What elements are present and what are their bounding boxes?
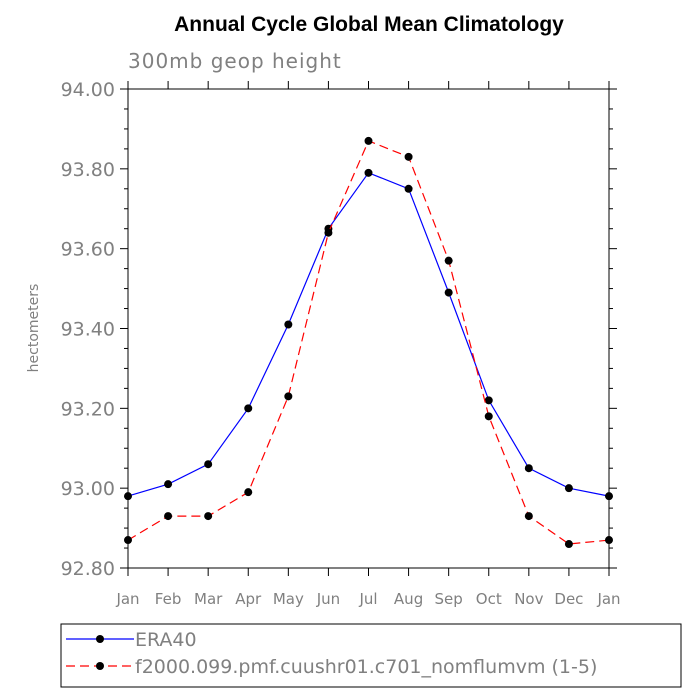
series-2-point xyxy=(364,136,373,145)
x-tick-label: Feb xyxy=(155,590,182,608)
x-tick-label: Mar xyxy=(194,590,223,608)
series-1-point xyxy=(164,480,173,489)
x-tick-label: Jan xyxy=(596,590,620,608)
x-tick-label: Apr xyxy=(235,590,262,608)
y-tick-label: 92.80 xyxy=(61,558,115,580)
series-line-1 xyxy=(127,172,610,497)
legend-marker-1 xyxy=(96,635,104,643)
legend: ERA40 f2000.099.pmf.cuushr01.c701_nomflum… xyxy=(60,623,682,688)
series-1-point xyxy=(364,168,373,177)
plot-frame xyxy=(127,88,610,569)
series-1-point xyxy=(524,464,533,473)
x-tick-label: Aug xyxy=(394,590,423,608)
x-tick-label: Jul xyxy=(358,590,377,608)
legend-label-1: ERA40 xyxy=(135,629,197,651)
series-2-point xyxy=(404,152,413,161)
y-tick-label: 93.40 xyxy=(61,319,115,341)
series-1-point xyxy=(284,320,293,329)
series-2-point xyxy=(244,488,253,497)
series-2-point xyxy=(204,512,213,521)
legend-box xyxy=(60,623,682,688)
x-tick-label: Sep xyxy=(435,590,463,608)
series-2-point xyxy=(564,540,573,549)
y-tick-label: 93.60 xyxy=(61,239,115,261)
series-2-point xyxy=(284,392,293,401)
series-2-point xyxy=(164,512,173,521)
x-tick-label: May xyxy=(273,590,304,608)
series-layer xyxy=(124,136,613,549)
series-2-point xyxy=(444,256,453,265)
legend-marker-2 xyxy=(96,662,104,670)
series-1-point xyxy=(484,396,493,405)
x-tick-label: Dec xyxy=(554,590,583,608)
x-tick-label: Oct xyxy=(476,590,502,608)
series-1-point xyxy=(444,288,453,297)
series-2-point xyxy=(484,412,493,421)
y-tick-label: 94.00 xyxy=(61,79,115,101)
y-tick-label: 93.20 xyxy=(61,398,115,420)
series-1-point xyxy=(404,184,413,193)
chart-title: Annual Cycle Global Mean Climatology xyxy=(174,13,564,36)
x-tick-labels: Jan Feb Mar Apr May Jun Jul Aug Sep Oct Nov Dec Jan xyxy=(115,590,620,608)
series-2-point xyxy=(324,228,333,237)
series-1-point xyxy=(204,460,213,469)
series-1-point xyxy=(564,484,573,493)
x-tick-label: Jan xyxy=(115,590,139,608)
y-tick-labels: 92.80 93.00 93.20 93.40 93.60 93.80 94.00 xyxy=(61,79,115,580)
series-2-point xyxy=(524,512,533,521)
chart-subtitle: 300mb geop height xyxy=(128,49,342,73)
axis-ticks xyxy=(120,81,617,576)
series-line-2 xyxy=(127,140,610,545)
y-tick-label: 93.00 xyxy=(61,478,115,500)
x-tick-label: Nov xyxy=(514,590,543,608)
legend-label-2: f2000.099.pmf.cuushr01.c701_nomflumvm (1… xyxy=(135,656,597,678)
y-tick-label: 93.80 xyxy=(61,159,115,181)
y-axis-label: hectometers xyxy=(26,284,42,373)
x-tick-label: Jun xyxy=(316,590,340,608)
series-1-point xyxy=(244,404,253,413)
